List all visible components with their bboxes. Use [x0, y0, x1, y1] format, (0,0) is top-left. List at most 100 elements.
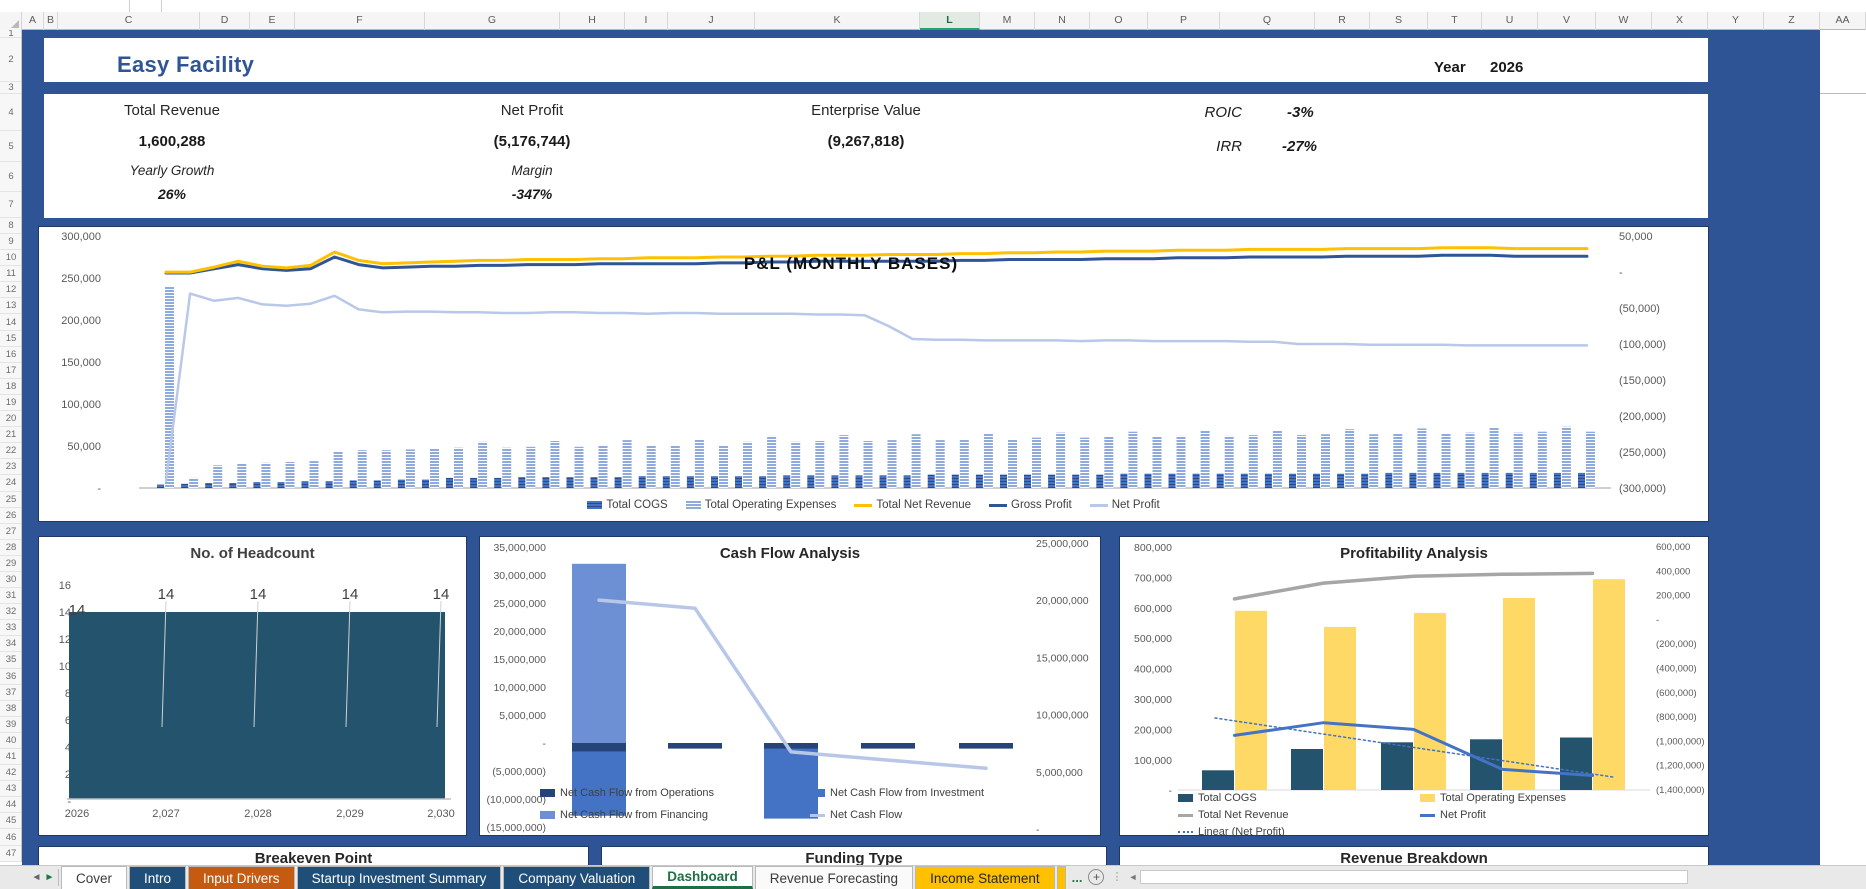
column-header-i[interactable]: I: [625, 12, 668, 30]
row-header-35[interactable]: 35: [0, 652, 21, 669]
column-header-aa[interactable]: AA: [1820, 12, 1866, 30]
row-header-9[interactable]: 9: [0, 234, 21, 251]
svg-text:(200,000): (200,000): [1619, 411, 1666, 423]
column-header-c[interactable]: C: [58, 12, 200, 30]
column-header-q[interactable]: Q: [1220, 12, 1315, 30]
sheet-nav-right-icon[interactable]: ►: [44, 872, 55, 883]
row-header-36[interactable]: 36: [0, 669, 21, 685]
row-header-15[interactable]: 15: [0, 331, 21, 347]
column-header-n[interactable]: N: [1035, 12, 1090, 30]
horizontal-scrollbar[interactable]: [1140, 870, 1689, 884]
row-header-6[interactable]: 6: [0, 162, 21, 192]
column-header-y[interactable]: Y: [1708, 12, 1764, 30]
sheet-tab-input-drivers[interactable]: Input Drivers: [188, 866, 295, 889]
add-sheet-button[interactable]: +: [1088, 869, 1105, 885]
row-header-21[interactable]: 21: [0, 427, 21, 444]
column-header-p[interactable]: P: [1148, 12, 1220, 30]
row-header-1[interactable]: 1: [0, 30, 21, 38]
name-box[interactable]: [0, 0, 130, 12]
column-header-s[interactable]: S: [1370, 12, 1428, 30]
column-header-d[interactable]: D: [200, 12, 250, 30]
row-header-30[interactable]: 30: [0, 572, 21, 589]
row-header-10[interactable]: 10: [0, 250, 21, 267]
sheet-tab-company-valuation[interactable]: Company Valuation: [503, 866, 651, 889]
row-header-26[interactable]: 26: [0, 508, 21, 524]
row-header-7[interactable]: 7: [0, 192, 21, 218]
sheet-tab-startup-investment-summary[interactable]: Startup Investment Summary: [296, 866, 502, 889]
row-header-41[interactable]: 41: [0, 749, 21, 766]
column-header-h[interactable]: H: [560, 12, 625, 30]
row-header-33[interactable]: 33: [0, 620, 21, 637]
row-header-8[interactable]: 8: [0, 218, 21, 234]
row-header-16[interactable]: 16: [0, 347, 21, 363]
row-header-44[interactable]: 44: [0, 797, 21, 814]
sheet-tab-revenue-forecasting[interactable]: Revenue Forecasting: [754, 866, 914, 889]
column-header-w[interactable]: W: [1596, 12, 1652, 30]
row-header-3[interactable]: 3: [0, 82, 21, 94]
column-header-e[interactable]: E: [250, 12, 295, 30]
year-value[interactable]: 2026: [1490, 59, 1524, 76]
sheet-tab-dashboard[interactable]: Dashboard: [652, 866, 753, 889]
row-header-2[interactable]: 2: [0, 38, 21, 82]
row-header-18[interactable]: 18: [0, 379, 21, 395]
column-header-j[interactable]: J: [668, 12, 755, 30]
column-header-v[interactable]: V: [1538, 12, 1596, 30]
column-header-t[interactable]: T: [1428, 12, 1482, 30]
hscroll-left-icon[interactable]: ◄: [1128, 872, 1138, 882]
row-header-4[interactable]: 4: [0, 94, 21, 131]
row-header-12[interactable]: 12: [0, 282, 21, 299]
row-header-11[interactable]: 11: [0, 266, 21, 283]
sheet-canvas[interactable]: Easy Facility Year 2026 Total Revenue 1,…: [22, 30, 1866, 865]
row-header-46[interactable]: 46: [0, 829, 21, 846]
column-header-k[interactable]: K: [755, 12, 920, 30]
row-header-23[interactable]: 23: [0, 459, 21, 476]
row-header-17[interactable]: 17: [0, 363, 21, 379]
row-header-19[interactable]: 19: [0, 395, 21, 412]
row-header-38[interactable]: 38: [0, 701, 21, 717]
formula-input[interactable]: [162, 0, 1866, 12]
row-header-45[interactable]: 45: [0, 813, 21, 830]
tab-overflow-ellipsis[interactable]: ...: [1071, 870, 1083, 885]
row-header-14[interactable]: 14: [0, 314, 21, 331]
row-header-29[interactable]: 29: [0, 556, 21, 572]
sheet-tab-intro[interactable]: Intro: [129, 866, 187, 889]
row-header-22[interactable]: 22: [0, 443, 21, 460]
sheet-nav-left-icon[interactable]: ◄: [31, 872, 42, 883]
breakeven-title: Breakeven Point: [254, 850, 373, 865]
row-header-31[interactable]: 31: [0, 588, 21, 605]
row-header-13[interactable]: 13: [0, 298, 21, 315]
row-header-5[interactable]: 5: [0, 131, 21, 162]
select-all-corner[interactable]: [0, 12, 22, 30]
column-header-a[interactable]: A: [22, 12, 44, 30]
column-header-z[interactable]: Z: [1764, 12, 1820, 30]
row-header-32[interactable]: 32: [0, 604, 21, 621]
row-header-43[interactable]: 43: [0, 781, 21, 798]
row-header-27[interactable]: 27: [0, 524, 21, 540]
column-header-o[interactable]: O: [1090, 12, 1148, 30]
legend-item: Total Net Revenue: [1178, 809, 1289, 821]
row-header-37[interactable]: 37: [0, 685, 21, 701]
svg-text:150,000: 150,000: [61, 357, 101, 369]
column-header-u[interactable]: U: [1482, 12, 1538, 30]
fx-icon[interactable]: [130, 0, 162, 12]
column-header-g[interactable]: G: [425, 12, 560, 30]
row-header-34[interactable]: 34: [0, 636, 21, 653]
row-header-47[interactable]: 47: [0, 846, 21, 862]
column-header-r[interactable]: R: [1315, 12, 1370, 30]
column-header-m[interactable]: M: [980, 12, 1035, 30]
column-header-f[interactable]: F: [295, 12, 425, 30]
row-header-40[interactable]: 40: [0, 733, 21, 749]
sheet-tab-cover[interactable]: Cover: [61, 866, 128, 889]
sheet-tab-income-statement[interactable]: Income Statement: [915, 866, 1055, 889]
row-header-39[interactable]: 39: [0, 717, 21, 733]
column-header-b[interactable]: B: [44, 12, 58, 30]
row-header-28[interactable]: 28: [0, 540, 21, 556]
column-header-x[interactable]: X: [1652, 12, 1708, 30]
row-header-25[interactable]: 25: [0, 492, 21, 508]
row-header-24[interactable]: 24: [0, 475, 21, 492]
sheet-tab-partial[interactable]: [1056, 866, 1066, 889]
column-header-l[interactable]: L: [920, 12, 980, 30]
row-header-42[interactable]: 42: [0, 765, 21, 782]
row-header-20[interactable]: 20: [0, 411, 21, 428]
svg-text:(400,000): (400,000): [1656, 664, 1697, 675]
